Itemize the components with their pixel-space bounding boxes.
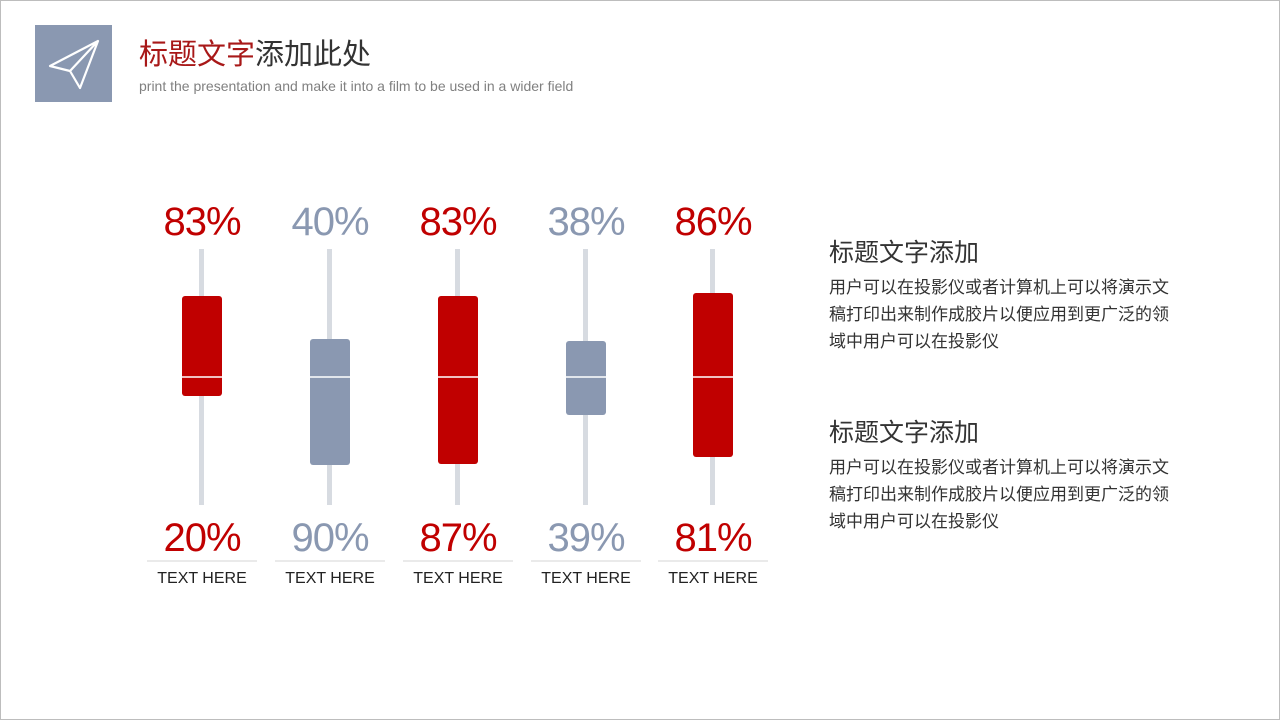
column-box [693, 293, 733, 457]
column-top-value: 83% [419, 200, 496, 244]
column-bottom-value: 90% [291, 516, 368, 560]
column-bottom-value: 81% [674, 516, 751, 560]
column-bottom-value: 20% [163, 516, 240, 560]
column-box [310, 339, 350, 465]
column-chart: 83% 20% TEXT HERE 40% 90% TEXT HERE 83% … [147, 200, 768, 587]
section-2-title: 标题文字添加 [829, 418, 980, 447]
chart-column-2: 40% 90% TEXT HERE [275, 200, 385, 587]
column-top-value: 86% [674, 200, 751, 244]
chart-column-3: 83% 87% TEXT HERE [403, 200, 513, 587]
column-label: TEXT HERE [157, 570, 247, 587]
chart-column-1: 83% 20% TEXT HERE [147, 200, 257, 587]
column-top-value: 40% [291, 200, 368, 244]
column-label: TEXT HERE [541, 570, 631, 587]
column-bottom-value: 87% [419, 516, 496, 560]
section-1-body: 用户可以在投影仪或者计算机上可以将演示文稿打印出来制作成胶片以便应用到更广泛的领… [829, 278, 1169, 352]
page-title-accent: 标题文字 [139, 37, 256, 71]
column-box [182, 296, 222, 396]
section-1-title: 标题文字添加 [829, 238, 980, 267]
page-title-rest: 添加此处 [255, 37, 372, 71]
column-label: TEXT HERE [413, 570, 503, 587]
column-top-value: 83% [163, 200, 240, 244]
column-label: TEXT HERE [668, 570, 758, 587]
chart-column-5: 86% 81% TEXT HERE [658, 200, 768, 587]
column-box [566, 341, 606, 415]
logo-box [35, 25, 112, 102]
chart-column-4: 38% 39% TEXT HERE [531, 200, 641, 587]
page-subtitle: print the presentation and make it into … [139, 78, 574, 94]
section-2-body: 用户可以在投影仪或者计算机上可以将演示文稿打印出来制作成胶片以便应用到更广泛的领… [829, 458, 1169, 532]
column-bottom-value: 39% [547, 516, 624, 560]
column-top-value: 38% [547, 200, 624, 244]
column-label: TEXT HERE [285, 570, 375, 587]
column-box [438, 296, 478, 464]
page-title: 标题文字添加此处 [139, 35, 371, 73]
paper-plane-icon [48, 39, 100, 90]
